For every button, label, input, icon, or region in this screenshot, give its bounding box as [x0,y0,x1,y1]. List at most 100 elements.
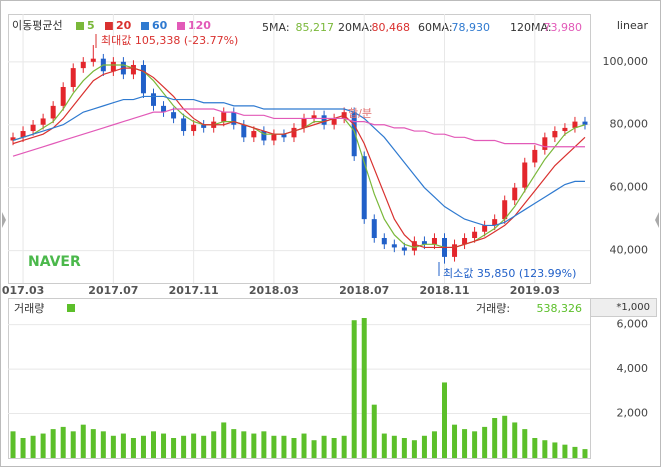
volume-bar [140,435,146,458]
x-tick-label: 2019.03 [510,284,560,297]
volume-bar [130,438,136,458]
volume-bar [271,435,277,458]
volume-bar [502,415,508,458]
candle-body [532,149,538,163]
min-annotation: 최소값 35,850 (123.99%) [443,267,576,280]
candle-body [462,238,468,245]
volume-bar [472,431,478,458]
y-tick-label: 6,000 [617,318,649,331]
candle-body [130,64,136,75]
x-tick-label: 2018.07 [339,284,389,297]
candle-body [351,112,357,157]
volume-bar [321,435,327,458]
volume-bar [401,438,407,458]
candle-body [371,219,377,239]
candle-body [181,118,187,132]
ma-readout-value: 78,930 [452,21,491,34]
candle-body [492,219,498,226]
candle-body [30,124,36,132]
candle-body [522,162,528,188]
volume-bar [391,435,397,458]
candle-body [482,225,488,232]
candle-body [171,112,177,119]
candle-body [281,134,287,138]
volume-bar [261,431,267,458]
watermark: NAVER [28,254,81,270]
candle-body [241,124,247,138]
x-tick-label: 2017.11 [169,284,219,297]
legend-title: 이동평균선 [12,19,63,32]
scale-toggle[interactable]: linear [617,19,649,32]
x-tick-label: 2018.11 [419,284,469,297]
ma-readout-label: 60MA: [418,21,453,34]
legend-swatch [105,22,113,30]
volume-bar [532,438,538,458]
volume-bar [80,424,86,458]
candle-body [431,238,437,245]
volume-bar [211,431,217,458]
volume-bar [462,429,468,458]
volume-bar [100,431,106,458]
volume-swatch [67,304,75,312]
candle-body [542,137,548,150]
volume-bar [50,429,56,458]
volume-readout-label: 거래량: [476,302,510,315]
candle-body [191,124,197,132]
volume-bar [492,418,498,458]
volume-bar [351,320,357,458]
candle-body [151,93,156,106]
volume-bar [20,438,26,458]
volume-bar [60,426,66,458]
volume-bar [421,435,427,458]
volume-bar [361,318,367,458]
candle-body [221,112,227,122]
candle-body [411,241,417,251]
volume-bar [371,404,377,458]
x-tick-label: 017.03 [2,284,44,297]
volume-bar [251,433,257,458]
candle-body [70,68,76,87]
volume-bar [542,440,548,458]
volume-readout-value: 538,326 [537,302,583,315]
unit-box [590,298,657,317]
candle-body [251,131,257,138]
candle-body [401,247,407,251]
candle-body [140,64,146,94]
candle-body [50,105,56,119]
y-tick-label: 60,000 [610,181,649,194]
volume-bar [522,429,528,458]
price-panel [8,14,591,284]
volume-bar [90,429,96,458]
volume-bar [512,422,518,458]
candle-body [552,131,558,138]
volume-bar [311,440,317,458]
candle-body [110,61,116,72]
legend-swatch [141,22,149,30]
candle-body [381,238,387,245]
legend-label: 5 [87,19,95,32]
nav-right[interactable] [655,212,659,228]
volume-bar [201,435,207,458]
max-annotation: 최대값 105,338 (-23.77%) [101,34,238,47]
candle-body [452,244,458,257]
volume-bar [291,438,297,458]
volume-bar [431,431,437,458]
volume-bar [151,431,156,458]
volume-bar [281,435,287,458]
candle-body [10,137,16,141]
volume-panel [8,298,591,459]
volume-bar [70,431,76,458]
ma-readout-label: 5MA: [262,21,290,34]
legend-label: 60 [152,19,168,32]
candle-body [321,115,327,125]
y-tick-label: 100,000 [603,55,649,68]
nav-left[interactable] [2,212,6,228]
candle-body [582,121,588,125]
ma-readout-value: 85,217 [296,21,335,34]
volume-bar [482,426,488,458]
volume-bar [40,433,46,458]
candle-body [562,127,568,132]
volume-bar [301,433,307,458]
legend-swatch [177,22,185,30]
